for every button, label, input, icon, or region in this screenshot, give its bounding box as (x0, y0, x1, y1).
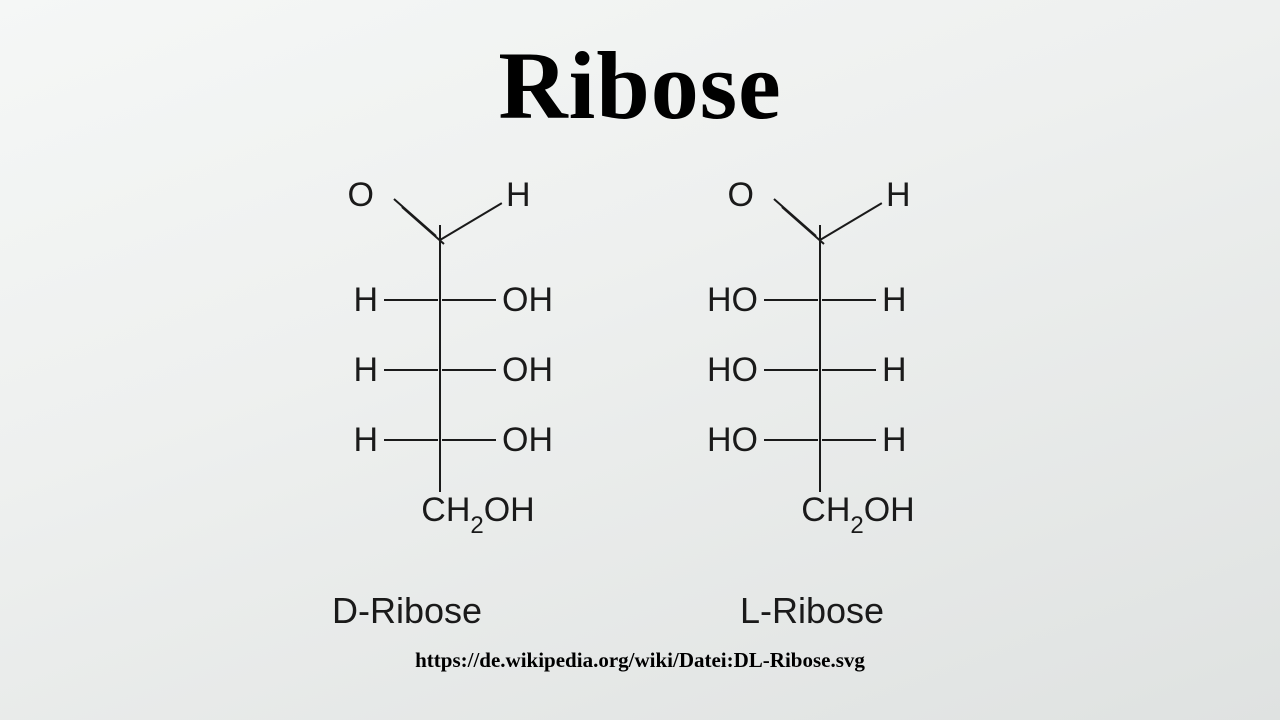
bond (384, 299, 438, 301)
bond (764, 299, 818, 301)
bond (439, 225, 441, 492)
bond (819, 202, 882, 241)
caption-d-ribose: D-Ribose (332, 590, 482, 632)
atom-label: O (348, 178, 374, 212)
atom-label: H (353, 423, 378, 457)
atom-label: CH2OH (421, 493, 534, 534)
atom-label: H (882, 283, 907, 317)
atom-label: H (353, 283, 378, 317)
structures-container: OHHOHHOHHOHCH2OH OHHOHHOHHOHCH2OH (0, 165, 1280, 565)
atom-label: HO (707, 283, 758, 317)
bond (442, 439, 496, 441)
bond (819, 225, 821, 492)
bond (442, 369, 496, 371)
atom-label: H (882, 423, 907, 457)
molecule-d-ribose: OHHOHHOHHOHCH2OH (300, 165, 620, 565)
bond (384, 369, 438, 371)
atom-label: H (882, 353, 907, 387)
source-url: https://de.wikipedia.org/wiki/Datei:DL-R… (0, 648, 1280, 673)
atom-label: OH (502, 423, 553, 457)
bond (822, 439, 876, 441)
atom-label: HO (707, 353, 758, 387)
page-title: Ribose (0, 30, 1280, 141)
atom-label: H (506, 178, 531, 212)
atom-label: O (728, 178, 754, 212)
bond (764, 439, 818, 441)
bond (764, 369, 818, 371)
bond (822, 369, 876, 371)
bond (384, 439, 438, 441)
bond (819, 225, 821, 240)
caption-l-ribose: L-Ribose (740, 590, 884, 632)
bond (439, 225, 441, 240)
atom-label: CH2OH (801, 493, 914, 534)
bond (439, 202, 502, 241)
bond (442, 299, 496, 301)
captions-row: D-Ribose L-Ribose (0, 590, 1280, 640)
atom-label: OH (502, 353, 553, 387)
bond (822, 299, 876, 301)
atom-label: H (353, 353, 378, 387)
atom-label: H (886, 178, 911, 212)
molecule-l-ribose: O H HO H HO H HO H CH2OH (680, 165, 1000, 565)
atom-label: OH (502, 283, 553, 317)
atom-label: HO (707, 423, 758, 457)
